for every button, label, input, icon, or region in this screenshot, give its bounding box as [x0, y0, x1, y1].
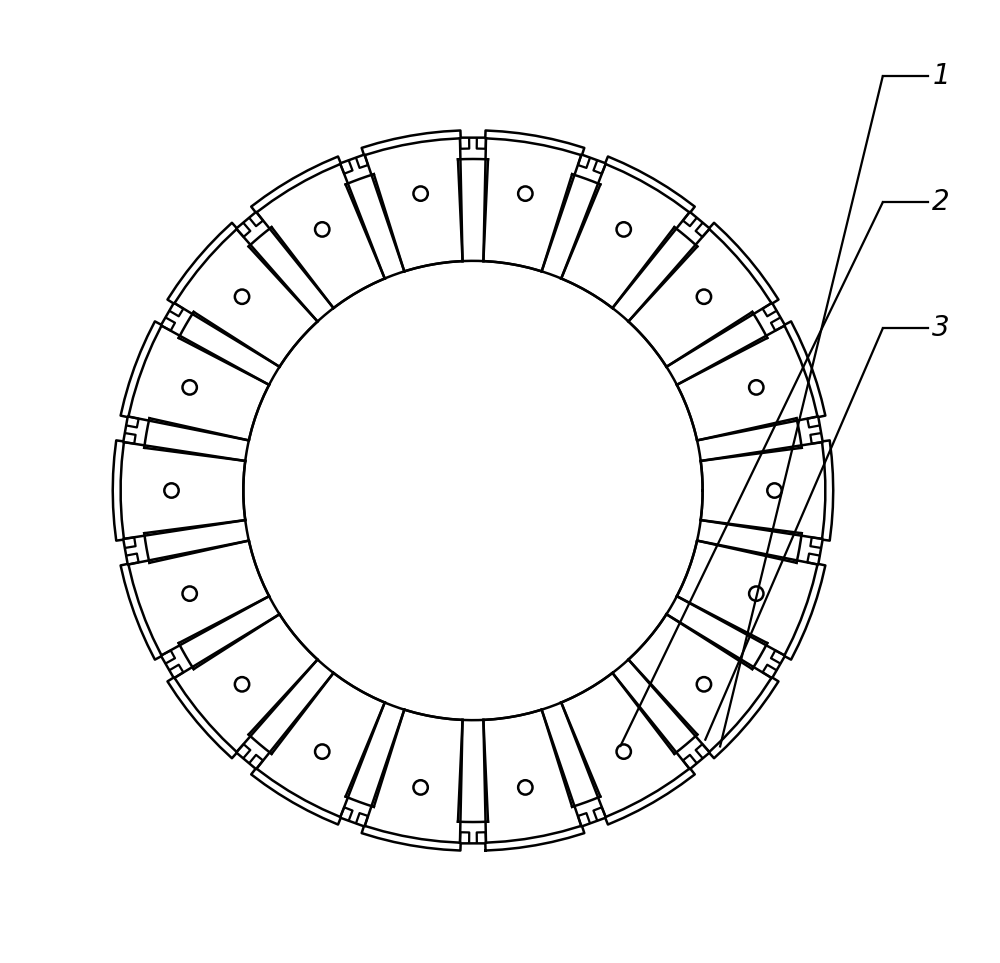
Text: 1: 1	[932, 63, 950, 91]
Text: 2: 2	[932, 189, 950, 217]
Text: 3: 3	[932, 314, 950, 343]
